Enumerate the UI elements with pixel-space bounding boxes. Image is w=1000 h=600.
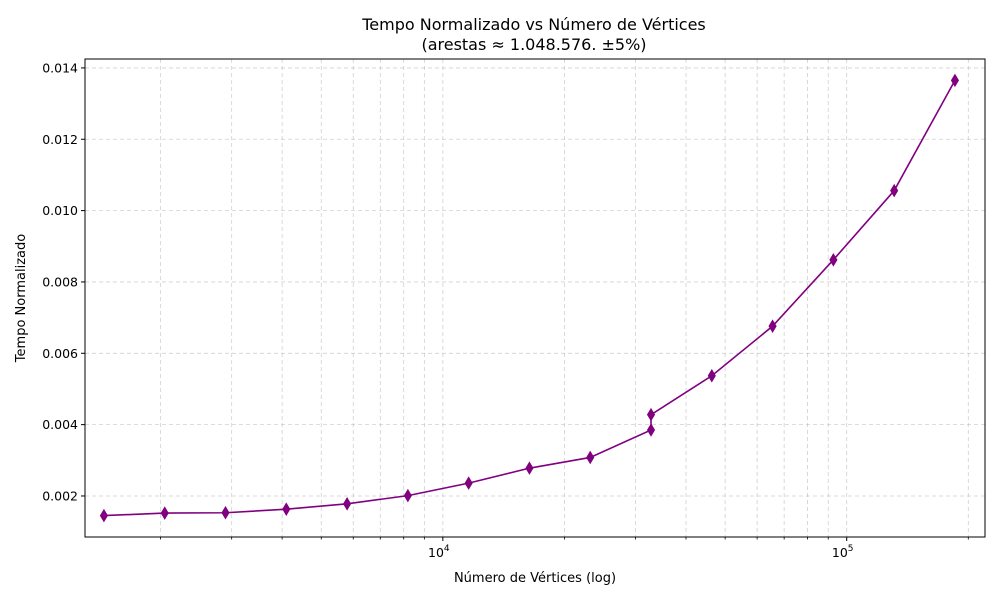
- plot-area-frame: [84, 58, 986, 538]
- data-point-marker: [282, 502, 291, 516]
- data-point-marker: [890, 183, 899, 198]
- data-point-marker: [646, 423, 656, 437]
- y-tick-label: 0.010: [42, 203, 78, 218]
- data-point-marker: [403, 488, 412, 503]
- y-axis-label: Tempo Normalizado: [14, 234, 29, 363]
- y-tick-label: 0.012: [42, 132, 78, 147]
- data-point-marker: [768, 319, 777, 333]
- series-layer: [99, 73, 960, 523]
- y-tick-label: 0.014: [42, 60, 78, 75]
- x-axis-label: Número de Vértices (log): [454, 571, 616, 586]
- data-point-marker: [343, 497, 352, 511]
- x-tick-label: 104: [428, 544, 450, 560]
- chart-title: Tempo Normalizado vs Número de Vértices: [361, 15, 706, 34]
- data-point-marker: [464, 476, 473, 490]
- data-point-marker: [707, 368, 716, 383]
- data-point-marker: [646, 407, 656, 422]
- data-point-marker: [829, 253, 838, 267]
- x-tick-label: 105: [832, 544, 854, 560]
- series-line: [103, 80, 956, 517]
- chart-subtitle: (arestas ≈ 1.048.576. ±5%): [421, 35, 646, 54]
- data-point-marker: [221, 505, 230, 520]
- y-tick-label: 0.004: [42, 417, 78, 432]
- data-point-marker: [586, 450, 595, 465]
- y-tick-label: 0.006: [42, 346, 78, 361]
- data-point-marker: [950, 73, 960, 88]
- data-point-marker: [525, 461, 534, 475]
- y-tick-label: 0.008: [42, 274, 78, 289]
- data-point-marker: [99, 508, 108, 523]
- y-tick-label: 0.002: [42, 488, 78, 503]
- grid-lines: [85, 59, 985, 537]
- data-point-marker: [160, 506, 169, 520]
- axis-ticks: 0.002 0.004 0.006 0.008 0.010 0.012 0.014 104 10…: [42, 60, 969, 560]
